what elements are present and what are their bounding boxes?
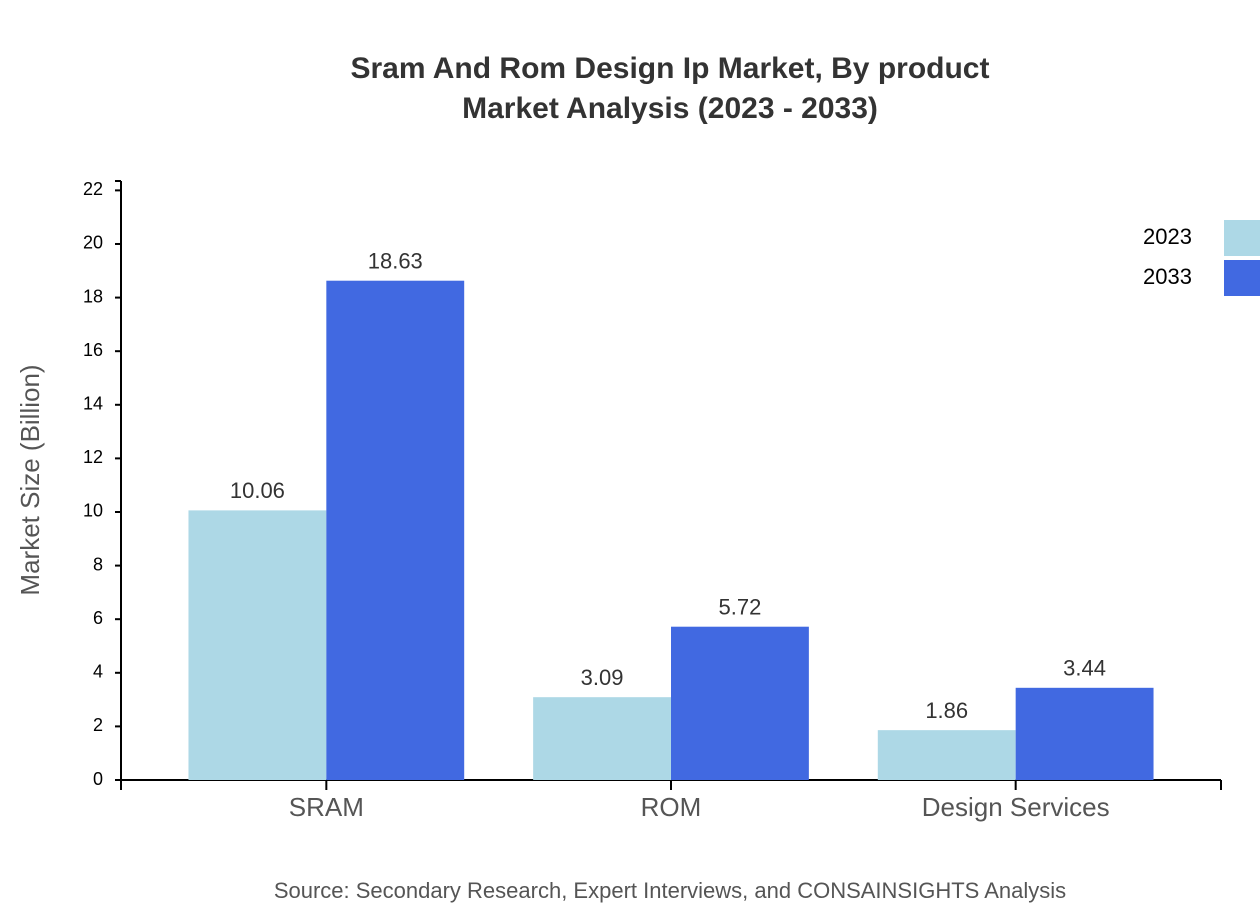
- value-label: 3.09: [581, 665, 624, 690]
- y-tick-label: 14: [83, 394, 103, 414]
- y-tick-label: 10: [83, 501, 103, 521]
- bar: [326, 280, 465, 780]
- chart-subtitle: Market Analysis (2023 - 2033): [462, 92, 878, 125]
- legend-swatch: [1224, 260, 1260, 296]
- y-tick-label: 20: [83, 233, 103, 253]
- y-tick-label: 22: [83, 179, 103, 199]
- bar: [533, 697, 671, 780]
- value-label: 10.06: [230, 478, 285, 503]
- y-tick-label: 12: [83, 447, 103, 467]
- legend-label: 2033: [1143, 264, 1192, 289]
- y-tick-label: 2: [93, 715, 103, 735]
- y-tick-label: 16: [83, 340, 103, 360]
- bar: [188, 510, 327, 780]
- y-axis-title: Market Size (Billion): [15, 364, 45, 595]
- y-tick-label: 18: [83, 286, 103, 306]
- source-note: Source: Secondary Research, Expert Inter…: [274, 878, 1066, 903]
- x-tick-label: ROM: [641, 792, 702, 822]
- x-tick-label: SRAM: [289, 792, 364, 822]
- value-label: 5.72: [719, 595, 762, 620]
- x-tick-label: Design Services: [922, 792, 1110, 822]
- bar: [1015, 687, 1154, 780]
- y-tick-label: 0: [93, 769, 103, 789]
- bar: [671, 626, 809, 780]
- y-tick-label: 8: [93, 554, 103, 574]
- legend-swatch: [1224, 220, 1260, 256]
- chart-title: Sram And Rom Design Ip Market, By produc…: [351, 52, 990, 85]
- value-label: 18.63: [368, 249, 423, 274]
- value-label: 1.86: [925, 698, 968, 723]
- legend-label: 2023: [1143, 224, 1192, 249]
- bar: [877, 730, 1016, 780]
- value-label: 3.44: [1063, 656, 1106, 681]
- y-tick-label: 4: [93, 662, 103, 682]
- y-tick-label: 6: [93, 608, 103, 628]
